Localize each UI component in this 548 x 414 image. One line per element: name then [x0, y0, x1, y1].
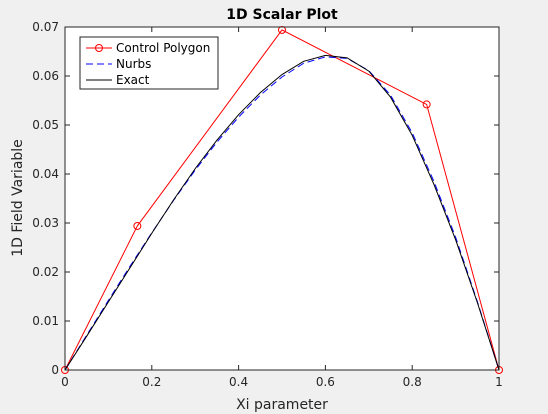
series-line-control-polygon [64, 29, 500, 371]
y-tick-label: 0.06 [32, 69, 59, 83]
y-tick-label: 0.01 [32, 314, 59, 328]
y-axis-label: 1D Field Variable [10, 139, 26, 257]
legend-box [79, 36, 219, 90]
data-point-control-polygon [422, 100, 431, 109]
x-tick-label: 0.8 [403, 375, 422, 389]
y-tick-label: 0.03 [32, 216, 59, 230]
x-tick-label: 0.6 [316, 375, 335, 389]
y-tick-label: 0.02 [32, 265, 59, 279]
y-tick-label: 0 [51, 363, 59, 377]
ticks-layer: 0 0.2 0.4 0.6 0.8 1 0 0.01 0.02 0.03 0.04 0.05 0.06 0… [32, 20, 503, 389]
legend-label-nurbs: Nurbs [116, 57, 151, 71]
y-tick-label: 0.05 [32, 118, 59, 132]
axes-box [64, 26, 500, 371]
legend-label-exact: Exact [116, 73, 150, 87]
y-tick-label: 0.04 [32, 167, 59, 181]
x-tick-label: 0.4 [229, 375, 248, 389]
series-line-exact [64, 54, 500, 371]
data-point-control-polygon [133, 221, 142, 230]
legend: Control Polygon Nurbs Exact [79, 36, 219, 90]
x-tick-label: 0.2 [142, 375, 161, 389]
legend-marker-control-polygon [95, 44, 103, 52]
y-tick-label: 0.07 [32, 20, 59, 34]
x-tick-label: 1 [495, 375, 503, 389]
data-point-control-polygon [278, 25, 286, 34]
series-line-nurbs [64, 56, 500, 371]
x-axis-label: Xi parameter [236, 397, 328, 413]
legend-label-control-polygon: Control Polygon [116, 41, 210, 55]
series-layer [61, 25, 503, 374]
chart-title: 1D Scalar Plot [226, 7, 338, 23]
x-tick-label: 0 [61, 375, 69, 389]
